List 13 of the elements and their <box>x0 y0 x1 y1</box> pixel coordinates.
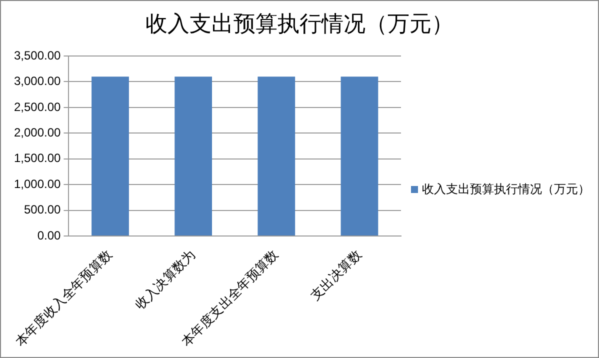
y-tick-label: 0.00 <box>37 228 62 242</box>
y-tick-label: 2,500.00 <box>14 100 62 114</box>
legend-label: 收入支出预算执行情况（万元） <box>422 181 590 197</box>
y-tick-label: 2,000.00 <box>14 125 62 140</box>
x-tick-label: 支出决算数 <box>308 246 364 304</box>
y-tick-label: 1,000.00 <box>14 176 62 191</box>
y-tick-label: 500.00 <box>24 202 62 217</box>
y-tick-label: 3,000.00 <box>14 74 62 88</box>
y-tick-label: 3,500.00 <box>14 48 62 62</box>
y-tick-label: 1,500.00 <box>14 151 62 166</box>
x-tick-label: 本年度收入全年预算数 <box>12 246 115 350</box>
chart-title: 收入支出预算执行情况（万元） <box>144 11 454 39</box>
x-tick-label: 收入决算数为 <box>132 246 198 312</box>
